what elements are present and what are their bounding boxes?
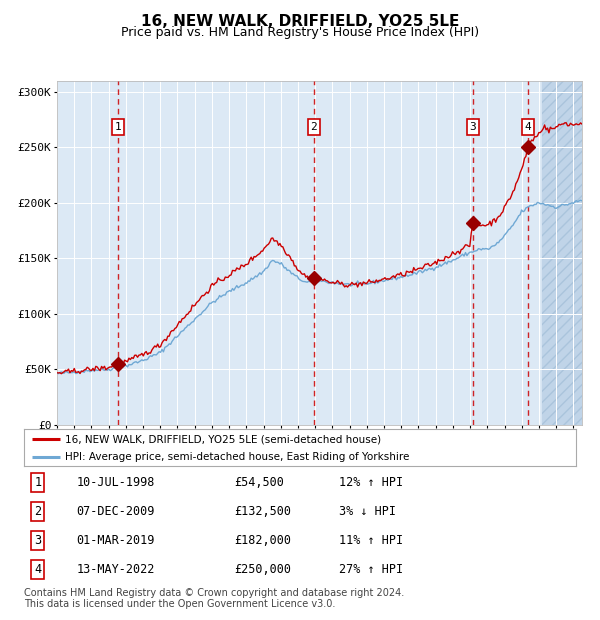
Text: £132,500: £132,500 <box>234 505 291 518</box>
Text: Contains HM Land Registry data © Crown copyright and database right 2024.
This d: Contains HM Land Registry data © Crown c… <box>24 588 404 609</box>
Text: 1: 1 <box>115 122 121 132</box>
Text: 4: 4 <box>34 563 41 576</box>
Text: £182,000: £182,000 <box>234 534 291 547</box>
Text: 27% ↑ HPI: 27% ↑ HPI <box>338 563 403 576</box>
Text: 2: 2 <box>34 505 41 518</box>
Text: 16, NEW WALK, DRIFFIELD, YO25 5LE: 16, NEW WALK, DRIFFIELD, YO25 5LE <box>141 14 459 29</box>
Text: 3: 3 <box>470 122 476 132</box>
Text: Price paid vs. HM Land Registry's House Price Index (HPI): Price paid vs. HM Land Registry's House … <box>121 26 479 39</box>
Text: £250,000: £250,000 <box>234 563 291 576</box>
Text: 2: 2 <box>311 122 317 132</box>
Text: 11% ↑ HPI: 11% ↑ HPI <box>338 534 403 547</box>
Text: HPI: Average price, semi-detached house, East Riding of Yorkshire: HPI: Average price, semi-detached house,… <box>65 452 410 462</box>
Text: 3% ↓ HPI: 3% ↓ HPI <box>338 505 395 518</box>
Text: 4: 4 <box>525 122 532 132</box>
Text: 01-MAR-2019: 01-MAR-2019 <box>76 534 155 547</box>
Text: 07-DEC-2009: 07-DEC-2009 <box>76 505 155 518</box>
Bar <box>542 81 582 425</box>
Text: £54,500: £54,500 <box>234 476 284 489</box>
Bar <box>542 81 582 425</box>
Text: 16, NEW WALK, DRIFFIELD, YO25 5LE (semi-detached house): 16, NEW WALK, DRIFFIELD, YO25 5LE (semi-… <box>65 434 382 444</box>
Text: 13-MAY-2022: 13-MAY-2022 <box>76 563 155 576</box>
Text: 12% ↑ HPI: 12% ↑ HPI <box>338 476 403 489</box>
Text: 10-JUL-1998: 10-JUL-1998 <box>76 476 155 489</box>
Text: 3: 3 <box>34 534 41 547</box>
Text: 1: 1 <box>34 476 41 489</box>
